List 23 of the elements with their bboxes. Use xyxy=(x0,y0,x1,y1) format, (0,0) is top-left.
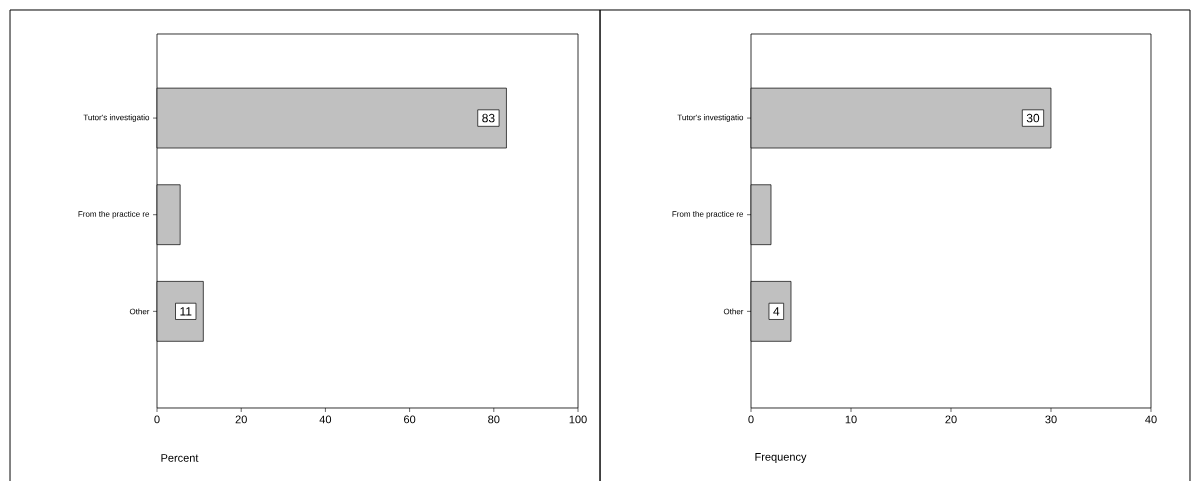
x-tick-label: 80 xyxy=(488,415,500,424)
data-label: 11 xyxy=(180,307,192,316)
x-tick-label: 100 xyxy=(569,415,587,424)
y-tick-label: Tutor's investigatio xyxy=(677,114,744,122)
y-tick-label: From the practice re xyxy=(672,210,744,219)
x-tick-label: 20 xyxy=(945,415,957,424)
x-tick-label: 60 xyxy=(404,415,416,424)
data-label: 83 xyxy=(482,113,495,123)
x-tick-label: 0 xyxy=(748,415,754,424)
x-tick-label: 20 xyxy=(235,415,247,424)
x-axis-title: Frequency xyxy=(755,453,807,463)
x-tick-label: 0 xyxy=(154,415,160,424)
data-label: 30 xyxy=(1026,113,1040,123)
x-tick-label: 10 xyxy=(845,415,857,424)
y-tick-label: Other xyxy=(129,308,150,315)
y-tick-label: From the practice re xyxy=(78,210,150,219)
x-tick-label: 30 xyxy=(1045,415,1057,424)
x-axis-title: Percent xyxy=(161,454,199,462)
y-tick-label: Other xyxy=(723,308,744,315)
y-tick-label: Tutor's investigatio xyxy=(83,114,150,122)
x-tick-label: 40 xyxy=(1145,415,1157,424)
x-tick-label: 40 xyxy=(319,415,332,424)
data-label: 4 xyxy=(773,307,780,316)
